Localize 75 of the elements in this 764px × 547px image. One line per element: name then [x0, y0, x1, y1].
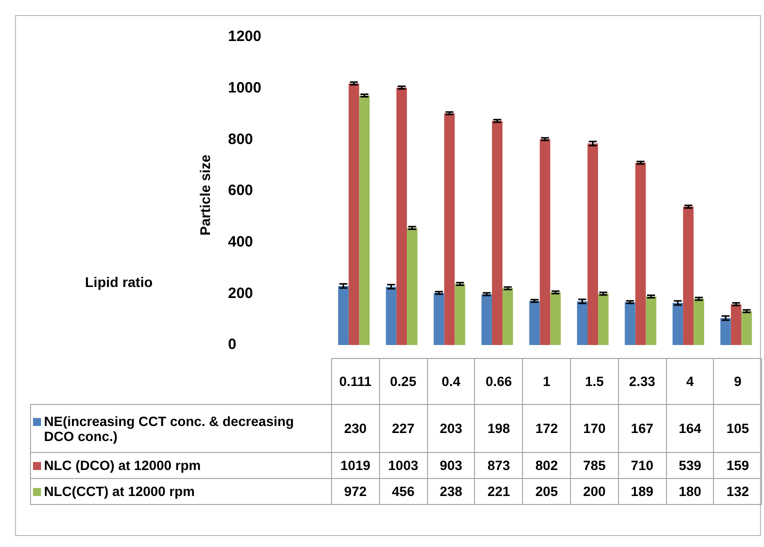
- bar: [434, 292, 444, 345]
- data-label: 238: [427, 478, 475, 504]
- bar: [444, 113, 455, 345]
- data-label: 903: [427, 452, 475, 478]
- x-tick-label: 1.5: [570, 358, 618, 404]
- x-tick-label: 0.4: [427, 358, 475, 404]
- x-tick-label: 9: [714, 358, 762, 404]
- bar: [588, 144, 598, 345]
- bar: [540, 139, 550, 345]
- data-label: 172: [522, 404, 570, 452]
- legend-label: NLC(CCT) at 12000 rpm: [44, 484, 196, 499]
- data-label: 873: [474, 452, 523, 478]
- bar: [481, 294, 492, 345]
- data-label: 105: [714, 404, 762, 452]
- data-label: 200: [570, 478, 618, 504]
- bar: [550, 292, 561, 345]
- y-tick-label: 400: [228, 233, 254, 250]
- bar: [529, 300, 540, 345]
- bar: [577, 301, 588, 345]
- bar: [348, 83, 360, 345]
- data-label: 221: [474, 478, 523, 504]
- y-tick-label: 1200: [228, 28, 262, 46]
- data-label: 710: [618, 452, 666, 478]
- x-tick-label: 0.66: [474, 358, 523, 404]
- y-tick-label: 0: [228, 336, 236, 354]
- text: Lipid ratio: [85, 274, 153, 290]
- bar: [454, 284, 466, 345]
- data-label: 198: [474, 404, 523, 452]
- y-tick-label: 800: [228, 130, 254, 148]
- data-label: 227: [379, 404, 428, 452]
- bar: [646, 296, 656, 345]
- x-tick-label: 4: [666, 358, 714, 404]
- data-label: 205: [522, 478, 570, 504]
- data-label: 230: [332, 404, 380, 452]
- data-label: 180: [666, 478, 714, 504]
- bar: [338, 286, 349, 345]
- data-label: 1003: [379, 452, 428, 478]
- legend-label: NE(increasing CCT conc. & decreasing DCO conc.): [44, 414, 295, 444]
- x-tick-label: 1: [522, 358, 570, 404]
- data-label: 132: [714, 478, 762, 504]
- bar: [730, 304, 742, 345]
- data-label: 802: [522, 452, 570, 478]
- bar: [386, 286, 396, 345]
- data-label: 539: [666, 452, 714, 478]
- data-label: 189: [618, 478, 666, 504]
- bar: [598, 294, 609, 345]
- x-tick-label: 0.25: [379, 358, 428, 404]
- bar: [672, 302, 684, 345]
- data-label: 203: [427, 404, 475, 452]
- bar: [635, 162, 646, 345]
- x-tick-label: 2.33: [618, 358, 666, 404]
- legend-label: NLC (DCO) at 12000 rpm: [44, 458, 202, 473]
- bar: [396, 88, 407, 345]
- y-tick-label: 1000: [228, 79, 262, 96]
- data-label: 170: [570, 404, 618, 452]
- bar: [694, 298, 704, 345]
- bar: [741, 311, 752, 345]
- bar: [720, 318, 731, 345]
- x-tick-label: 0.111: [332, 358, 380, 404]
- data-label: 1019: [332, 452, 380, 478]
- bar: [683, 206, 694, 345]
- data-label: 972: [332, 478, 380, 504]
- y-tick-label: 200: [228, 284, 254, 302]
- y-tick-label: 600: [228, 182, 254, 200]
- bar: [359, 96, 370, 345]
- bar: [624, 302, 636, 345]
- bar: [492, 120, 502, 345]
- data-label: 159: [714, 452, 762, 478]
- y-axis-title: Particle size: [197, 154, 213, 236]
- data-label: 785: [570, 452, 618, 478]
- data-label: 167: [618, 404, 666, 452]
- bar: [502, 288, 513, 345]
- data-label: 456: [379, 478, 428, 504]
- bar: [406, 228, 418, 345]
- data-label: 164: [666, 404, 714, 452]
